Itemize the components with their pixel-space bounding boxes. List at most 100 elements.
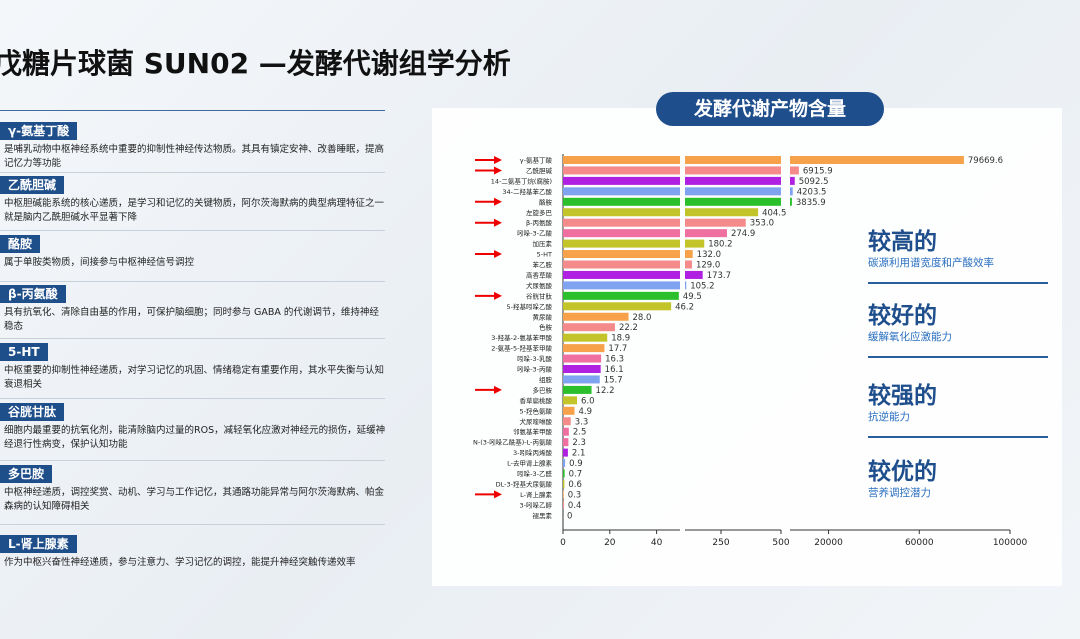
- bar: [563, 417, 571, 426]
- category-label: 黄尿酸: [533, 312, 553, 321]
- value-label: 4203.5: [797, 187, 827, 197]
- value-label: 0: [567, 511, 572, 521]
- bar: [790, 156, 964, 164]
- bar: [563, 218, 680, 227]
- value-label: 18.9: [611, 334, 630, 344]
- section-text: 中枢神经递质，调控奖赏、动机、学习与工作记忆，其通路功能异常与阿尔茨海默病、帕金…: [4, 487, 385, 512]
- bar: [563, 166, 680, 175]
- highlight-title: 较高的: [868, 229, 937, 255]
- value-label: 15.7: [604, 375, 623, 385]
- bar: [563, 385, 592, 394]
- section-divider: [0, 172, 385, 173]
- highlight-arrowhead: [494, 218, 502, 227]
- section-tag: 5-HT: [0, 343, 48, 361]
- category-label: 谷胱甘肽: [526, 291, 553, 300]
- highlight-divider: [868, 356, 1048, 358]
- category-label: 34-二羟基苯乙酸: [502, 187, 552, 196]
- section-divider: [0, 398, 385, 399]
- bar: [563, 490, 564, 499]
- x-tick-label: 250: [712, 538, 729, 548]
- category-label: 3-吲哚丙烯酸: [513, 448, 552, 457]
- bar: [563, 229, 680, 238]
- category-label: 色胺: [539, 323, 553, 332]
- category-label: 乙酰胆碱: [526, 166, 553, 175]
- highlight-divider: [868, 282, 1048, 284]
- bar: [563, 344, 605, 353]
- highlight-arrowhead: [494, 385, 502, 394]
- category-label: 5-羟基吲哚乙酸: [507, 302, 553, 311]
- value-label: 274.9: [731, 229, 755, 239]
- category-label: DL-3-羟基犬尿氨酸: [496, 479, 553, 488]
- bar: [563, 187, 680, 196]
- category-label: N-(3-吲哚乙酰基)-L-丙氨酸: [473, 438, 552, 447]
- bar: [563, 250, 680, 259]
- bar: [790, 176, 795, 185]
- bar: [563, 156, 680, 164]
- highlight-title: 较优的: [868, 459, 937, 485]
- highlight-title: 较好的: [868, 303, 937, 329]
- category-label: β-丙氨酸: [526, 218, 552, 227]
- value-label: 2.3: [572, 438, 586, 448]
- value-label: 17.7: [608, 344, 627, 354]
- category-label: 犬尿喹啉酸: [520, 417, 553, 426]
- category-label: 吲哚-3-乳酸: [517, 354, 552, 363]
- bar: [685, 176, 781, 185]
- bar: [563, 176, 680, 185]
- highlight-text: 碳源利用谱宽度和产酸效率: [868, 257, 994, 269]
- category-label: 5-HT: [537, 251, 552, 259]
- bar: [685, 229, 727, 238]
- bar: [563, 365, 601, 373]
- highlight-arrowhead: [494, 291, 502, 300]
- bar: [563, 448, 568, 457]
- bar: [563, 375, 600, 384]
- section-text: 中枢胆碱能系统的核心递质，是学习和记忆的关键物质，阿尔茨海默病的典型病理特征之一…: [4, 198, 385, 223]
- category-label: 左旋多巴: [526, 208, 553, 217]
- section-divider: [0, 524, 385, 525]
- section-divider: [0, 460, 385, 461]
- value-label: 22.2: [619, 323, 638, 333]
- highlight-arrowhead: [494, 156, 502, 164]
- value-label: 5092.5: [799, 177, 829, 187]
- value-label: 132.0: [697, 250, 721, 260]
- bar: [563, 281, 680, 290]
- value-label: 4.9: [578, 407, 592, 417]
- category-label: 吲哚-3-丙酸: [517, 365, 552, 374]
- category-label: 组胺: [539, 375, 553, 384]
- value-label: 79669.6: [968, 156, 1003, 166]
- highlight-arrowhead: [494, 490, 502, 499]
- category-label: 吲哚-3-乙酸: [517, 229, 552, 238]
- highlight-text: 抗逆能力: [868, 411, 910, 423]
- category-label: 2-氨基-5-羟基苯甲酸: [491, 344, 552, 353]
- bar: [563, 291, 679, 300]
- category-label: 高香草酸: [526, 270, 553, 279]
- bar: [685, 156, 781, 164]
- highlight-divider: [868, 436, 1048, 438]
- value-label: 3.3: [575, 417, 589, 427]
- bar: [685, 260, 692, 269]
- highlight-arrowhead: [494, 250, 502, 259]
- category-label: 邻氨基苯甲酸: [513, 427, 553, 436]
- bar: [563, 406, 575, 415]
- value-label: 353.0: [750, 219, 774, 229]
- bar: [790, 187, 793, 196]
- bar: [563, 312, 629, 321]
- highlight-arrowhead: [494, 166, 502, 175]
- bar: [685, 281, 687, 290]
- highlight-arrowhead: [494, 197, 502, 206]
- bar: [563, 302, 672, 311]
- category-label: 香草扁桃酸: [520, 396, 553, 405]
- section-tag: β-丙氨酸: [0, 285, 66, 303]
- bar: [563, 479, 565, 488]
- highlight-title: 较强的: [868, 383, 937, 409]
- section-text: 具有抗氧化、清除自由基的作用，可保护脑细胞；同时参与 GABA 的代谢调节，维持…: [4, 307, 379, 332]
- highlight-text: 缓解氧化应激能力: [868, 331, 952, 343]
- bar: [563, 459, 566, 468]
- section-tag: 多巴胺: [0, 465, 53, 483]
- section-text: 属于单胺类物质，间接参与中枢神经信号调控: [4, 257, 195, 268]
- bar: [685, 250, 693, 259]
- bar: [563, 260, 680, 269]
- value-label: 49.5: [683, 292, 702, 302]
- section-text: 作为中枢兴奋性神经递质，参与注意力、学习记忆的调控，能提升神经突触传递效率: [4, 557, 356, 568]
